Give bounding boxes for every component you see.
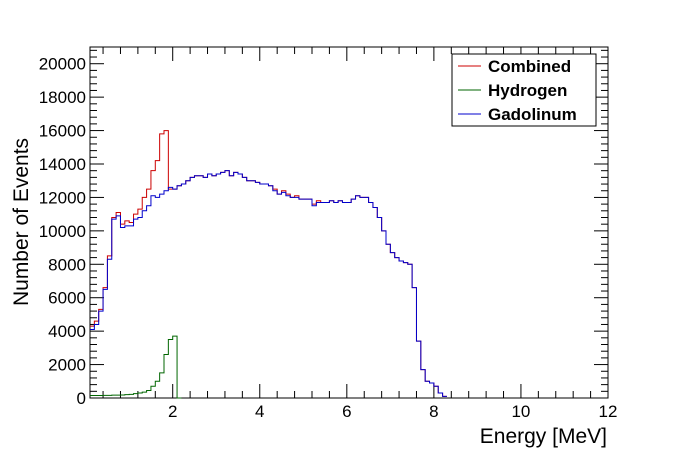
x-tick-label: 2: [168, 402, 177, 421]
y-tick-labels: 0 2000 4000 6000 8000 10000 12000 14000 16000 180…: [39, 55, 86, 408]
legend-label-hydrogen: Hydrogen: [488, 81, 567, 100]
x-tick-label: 6: [342, 402, 351, 421]
legend-label-gadolinum: Gadolinum: [488, 105, 577, 124]
series-line-combined: [90, 130, 447, 397]
plot-frame: [89, 46, 609, 399]
series-line-gadolinum: [90, 170, 447, 397]
y-tick-label: 14000: [39, 155, 86, 174]
y-tick-label: 8000: [48, 255, 86, 274]
x-tick-label: 10: [511, 402, 530, 421]
y-tick-label: 4000: [48, 322, 86, 341]
y-tick-label: 18000: [39, 88, 86, 107]
y-tick-label: 0: [77, 389, 86, 408]
y-tick-label: 16000: [39, 122, 86, 141]
legend-label-combined: Combined: [488, 57, 571, 76]
y-tick-label: 12000: [39, 188, 86, 207]
x-tick-labels: 2 4 6 8 10 12: [168, 402, 617, 421]
y-tick-label: 2000: [48, 356, 86, 375]
series-line-hydrogen: [90, 335, 182, 399]
x-axis-title: Energy [MeV]: [480, 425, 607, 448]
y-tick-label: 10000: [39, 222, 86, 241]
legend: Combined Hydrogen Gadolinum: [451, 53, 597, 127]
histogram-series: [90, 130, 447, 399]
x-tick-label: 4: [255, 402, 264, 421]
y-tick-label: 20000: [39, 55, 86, 74]
y-tick-label: 6000: [48, 289, 86, 308]
x-tick-label: 12: [599, 402, 618, 421]
y-axis-title: Number of Events: [10, 138, 33, 306]
x-tick-label: 8: [429, 402, 438, 421]
